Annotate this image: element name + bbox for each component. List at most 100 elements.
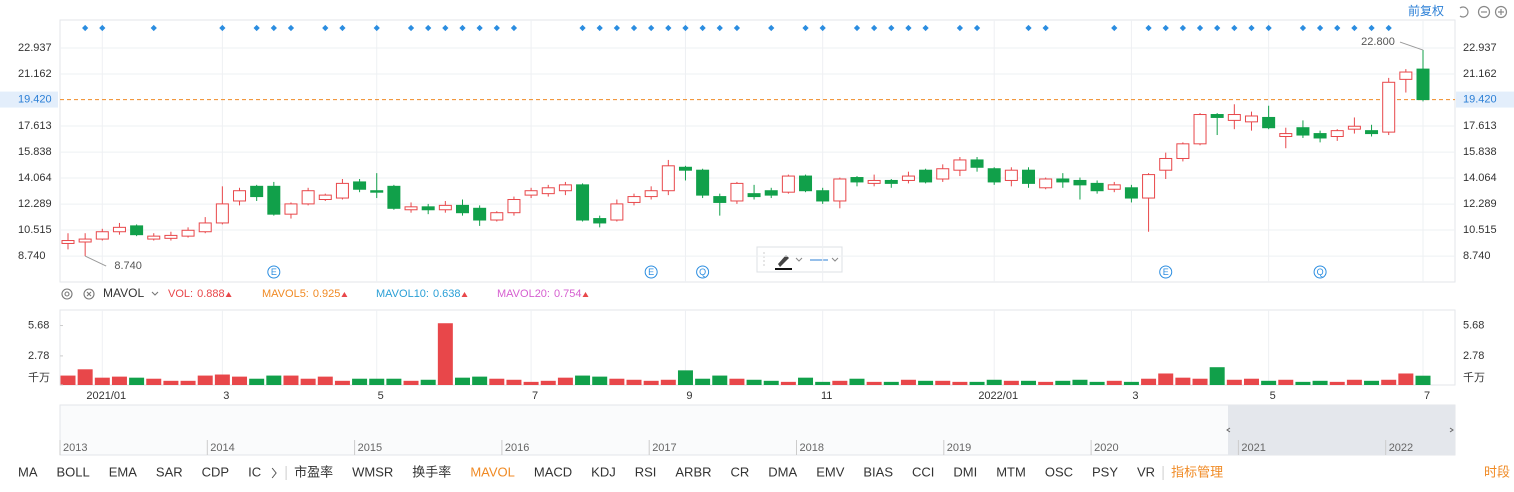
zoom-in-icon[interactable] — [1494, 5, 1508, 19]
indicator-tab[interactable]: MTM — [996, 464, 1026, 479]
indicator-tab[interactable]: RSI — [635, 464, 657, 479]
event-marker[interactable] — [267, 265, 281, 279]
signal-marker[interactable] — [287, 24, 295, 32]
pen-caret[interactable] — [795, 257, 803, 262]
signal-marker[interactable] — [1179, 24, 1186, 32]
close-icon[interactable] — [83, 288, 95, 300]
signal-marker[interactable] — [905, 24, 912, 32]
signal-marker[interactable] — [442, 24, 449, 32]
signal-marker[interactable] — [716, 24, 723, 32]
signal-marker[interactable] — [768, 24, 775, 32]
indicator-tab[interactable]: KDJ — [591, 464, 616, 479]
price-adjust[interactable]: 前复权 — [1408, 3, 1444, 18]
indicator-tab[interactable]: ARBR — [675, 464, 711, 479]
signal-marker[interactable] — [922, 24, 929, 32]
indicator-tab[interactable]: 指标管理 — [1171, 464, 1223, 479]
indicator-tab[interactable]: 换手率 — [412, 464, 451, 479]
signal-marker[interactable] — [476, 24, 483, 32]
signal-marker[interactable] — [510, 24, 518, 32]
indicator-tab[interactable]: EMA — [109, 464, 138, 479]
indicator-tab[interactable]: BIAS — [863, 464, 893, 479]
navigator-handle-right[interactable] — [1449, 427, 1454, 433]
signal-marker[interactable] — [425, 24, 432, 32]
signal-marker[interactable] — [493, 24, 500, 32]
signal-marker[interactable] — [699, 24, 706, 32]
pen-icon[interactable] — [778, 255, 789, 267]
signal-marker[interactable] — [1214, 24, 1221, 32]
indicator-tab[interactable]: MACD — [534, 464, 572, 479]
indicator-tab[interactable]: PSY — [1092, 464, 1118, 479]
signal-marker[interactable] — [819, 24, 826, 32]
indicator-tab[interactable]: SAR — [156, 464, 183, 479]
zoom-out-icon[interactable] — [1477, 5, 1491, 19]
signal-marker[interactable] — [956, 24, 964, 32]
indicator-tab[interactable]: CR — [731, 464, 750, 479]
signal-marker[interactable] — [1368, 24, 1375, 32]
signal-marker[interactable] — [1385, 24, 1392, 32]
indicator-tab[interactable]: CCI — [912, 464, 934, 479]
event-marker[interactable] — [1159, 265, 1173, 279]
signal-marker[interactable] — [1316, 24, 1324, 32]
indicator-tab[interactable]: DMA — [768, 464, 797, 479]
navigator-handle-left[interactable] — [1226, 427, 1231, 433]
indicator-name[interactable]: MAVOL — [103, 286, 144, 300]
signal-marker[interactable] — [613, 24, 620, 32]
signal-marker[interactable] — [1248, 24, 1255, 32]
signal-marker[interactable] — [322, 24, 329, 32]
signal-marker[interactable] — [339, 24, 346, 32]
signal-marker[interactable] — [630, 24, 638, 32]
settings-icon[interactable] — [61, 288, 73, 300]
signal-marker[interactable] — [973, 24, 981, 32]
signal-marker[interactable] — [99, 24, 106, 32]
signal-marker[interactable] — [1231, 24, 1238, 32]
signal-marker[interactable] — [648, 24, 655, 32]
signal-marker[interactable] — [888, 24, 895, 32]
signal-marker[interactable] — [579, 24, 586, 32]
indicator-tab[interactable]: IC — [248, 464, 261, 479]
signal-marker[interactable] — [871, 24, 878, 32]
indicator-tab[interactable]: MA — [18, 464, 38, 479]
signal-marker[interactable] — [1111, 24, 1118, 32]
signal-marker[interactable] — [253, 24, 260, 32]
indicator-tab[interactable]: WMSR — [352, 464, 393, 479]
signal-marker[interactable] — [853, 24, 861, 32]
signal-marker[interactable] — [1196, 24, 1204, 32]
signal-marker[interactable] — [459, 24, 466, 32]
signal-marker[interactable] — [1145, 24, 1152, 32]
signal-marker[interactable] — [150, 24, 157, 32]
indicator-tab[interactable]: BOLL — [57, 464, 90, 479]
event-marker[interactable] — [644, 265, 658, 279]
indicator-tab[interactable]: DMI — [953, 464, 977, 479]
signal-marker[interactable] — [270, 24, 277, 32]
period-tab[interactable]: 时段 — [1484, 464, 1510, 479]
signal-marker[interactable] — [665, 24, 672, 32]
signal-marker[interactable] — [407, 24, 415, 32]
undo-icon[interactable] — [1459, 6, 1469, 18]
signal-marker[interactable] — [1042, 24, 1049, 32]
indicator-tab[interactable]: OSC — [1045, 464, 1073, 479]
signal-marker[interactable] — [1025, 24, 1032, 32]
tabs-scroll-chevron[interactable] — [271, 467, 277, 479]
indicator-caret[interactable] — [151, 291, 159, 296]
indicator-tab[interactable]: EMV — [816, 464, 845, 479]
indicator-tab[interactable]: 市盈率 — [294, 464, 333, 479]
signal-marker[interactable] — [802, 24, 809, 32]
signal-marker[interactable] — [1334, 24, 1341, 32]
indicator-tab[interactable]: MAVOL — [470, 464, 515, 479]
signal-marker[interactable] — [1162, 24, 1169, 32]
signal-marker[interactable] — [1265, 24, 1272, 32]
line-caret[interactable] — [831, 257, 839, 262]
navigator-selection[interactable] — [1228, 405, 1455, 455]
signal-marker[interactable] — [596, 24, 603, 32]
event-marker[interactable] — [1313, 265, 1327, 279]
indicator-tab[interactable]: VR — [1137, 464, 1155, 479]
indicator-tab[interactable]: CDP — [202, 464, 229, 479]
signal-marker[interactable] — [1351, 24, 1358, 32]
signal-marker[interactable] — [82, 24, 89, 32]
signal-marker[interactable] — [1299, 24, 1307, 32]
signal-marker[interactable] — [733, 24, 741, 32]
pen-color[interactable] — [775, 268, 792, 270]
signal-marker[interactable] — [219, 24, 226, 32]
signal-marker[interactable] — [373, 24, 380, 32]
event-marker[interactable] — [696, 265, 710, 279]
